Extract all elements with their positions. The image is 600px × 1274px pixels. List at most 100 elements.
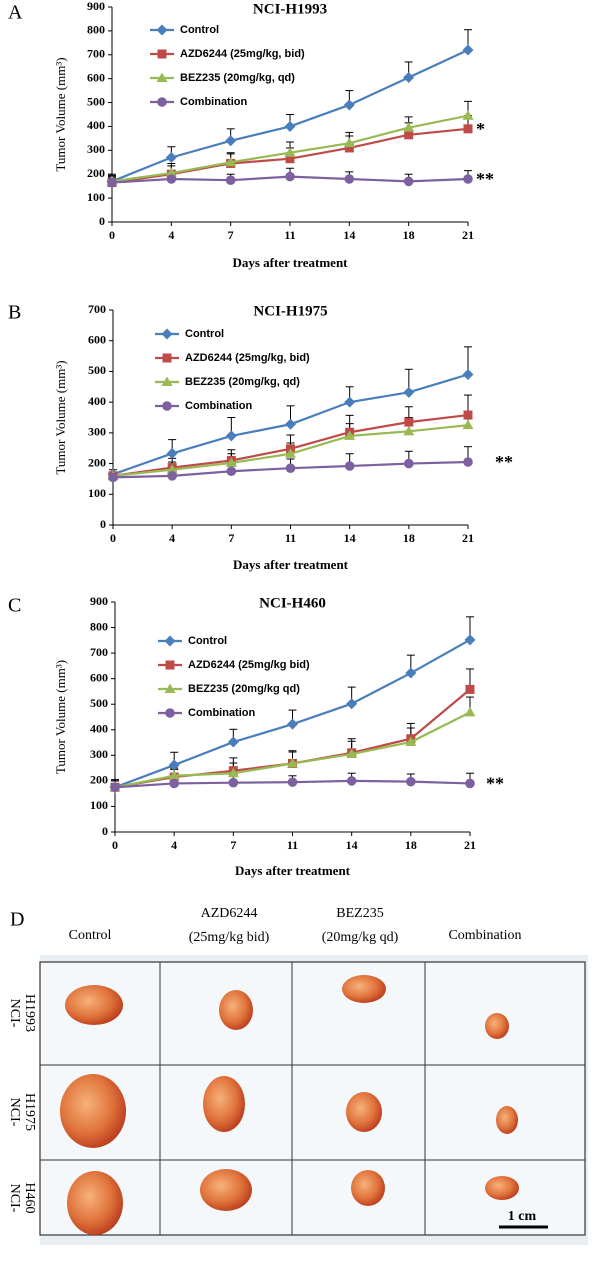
marker: [343, 137, 355, 148]
x-axis-label: Days after treatment: [232, 255, 348, 270]
tumor: [200, 1169, 252, 1211]
x-tick-label: 11: [284, 228, 295, 242]
legend-label: Control: [180, 24, 219, 36]
y-tick-label: 500: [88, 363, 106, 377]
legend-marker: [165, 708, 175, 718]
tumor: [485, 1176, 519, 1200]
tumor: [342, 975, 386, 1003]
y-axis-label: Tumor Volume (mm³): [53, 360, 68, 474]
row-label: NCI-: [7, 1098, 22, 1127]
marker: [403, 176, 414, 187]
y-tick-label: 300: [87, 142, 105, 156]
line-chart: C NCI-H460 Days after treatment Tumor Volum…: [8, 594, 504, 878]
chart-title: NCI-H1993: [253, 1, 327, 17]
marker: [285, 463, 296, 473]
marker: [110, 782, 120, 793]
column-header: Combination: [448, 928, 521, 943]
marker: [462, 419, 474, 430]
tumor: [203, 1076, 245, 1132]
y-tick-label: 200: [87, 166, 105, 180]
marker: [344, 143, 354, 153]
legend-label: Control: [185, 328, 224, 340]
tumor: [60, 1074, 126, 1148]
marker: [166, 174, 177, 184]
marker: [287, 777, 298, 787]
x-tick-label: 14: [343, 228, 355, 242]
x-tick-label: 7: [230, 838, 236, 852]
marker: [108, 472, 118, 483]
marker: [287, 758, 298, 768]
marker: [403, 71, 415, 83]
y-tick-label: 700: [87, 47, 105, 61]
y-tick-label: 600: [90, 670, 108, 684]
x-tick-label: 18: [403, 228, 415, 242]
legend-label: AZD6244 (25mg/kg bid): [188, 659, 310, 671]
y-tick-label: 700: [88, 302, 106, 316]
y-tick-label: 100: [90, 798, 108, 812]
x-tick-label: 0: [109, 228, 115, 242]
line-chart: B NCI-H1975 Days after treatment Tumor Volu…: [8, 302, 513, 572]
marker: [169, 778, 179, 789]
legend-marker: [156, 24, 168, 36]
x-axis-label: Days after treatment: [233, 557, 349, 572]
y-axis-label: Tumor Volume (mm³): [53, 57, 68, 171]
legend-label: Combination: [185, 400, 252, 412]
tumor: [351, 1170, 385, 1206]
y-tick-label: 800: [90, 619, 108, 633]
marker: [165, 167, 177, 178]
y-tick-label: 900: [90, 594, 108, 608]
row-label: H1975: [22, 1093, 37, 1131]
y-tick-label: 100: [88, 486, 106, 500]
legend-label: AZD6244 (25mg/kg, bid): [185, 352, 310, 364]
marker: [166, 447, 178, 459]
legend-label: BEZ235 (20mg/kg, qd): [185, 376, 300, 388]
panel-letter: C: [8, 595, 21, 617]
legend-marker: [162, 353, 172, 363]
marker: [462, 369, 474, 380]
marker: [168, 770, 180, 780]
marker: [405, 667, 417, 679]
scale-bar-label: 1 cm: [508, 1209, 537, 1224]
marker: [404, 130, 414, 140]
x-tick-label: 21: [464, 838, 476, 852]
line-chart: A NCI-H1993 Days after treatment Tumor Volu…: [8, 0, 494, 270]
y-tick-label: 400: [88, 394, 106, 408]
marker: [287, 718, 298, 730]
marker: [464, 706, 476, 717]
legend-label: BEZ235 (20mg/kg, qd): [180, 72, 295, 84]
y-tick-label: 800: [87, 23, 105, 37]
y-tick-label: 900: [87, 0, 105, 13]
column-header: (25mg/kg bid): [189, 930, 270, 945]
marker: [346, 698, 358, 710]
x-tick-label: 7: [228, 531, 234, 545]
panel-letter: B: [8, 302, 21, 324]
marker: [167, 471, 177, 481]
significance: **: [486, 774, 504, 794]
y-tick-label: 400: [87, 118, 105, 132]
row-label: NCI-: [7, 999, 22, 1028]
y-tick-label: 300: [90, 747, 108, 761]
significance: *: [476, 119, 485, 139]
x-tick-label: 4: [169, 531, 175, 545]
x-axis-label: Days after treatment: [235, 863, 351, 878]
marker: [404, 417, 414, 427]
legend-label: AZD6244 (25mg/kg, bid): [180, 48, 305, 60]
marker: [463, 124, 473, 134]
y-tick-label: 400: [90, 722, 108, 736]
legend-marker: [157, 49, 167, 59]
marker: [285, 448, 296, 458]
marker: [465, 684, 475, 694]
tumor-photo: 1 cm D: [10, 909, 588, 1245]
y-tick-label: 0: [102, 824, 108, 838]
legend-marker: [162, 401, 172, 411]
marker: [285, 171, 295, 182]
tumor: [65, 985, 123, 1025]
column-header: (20mg/kg qd): [322, 930, 399, 945]
y-tick-label: 200: [88, 455, 106, 469]
marker: [406, 776, 416, 787]
y-tick-label: 700: [90, 645, 108, 659]
x-tick-label: 4: [171, 838, 177, 852]
legend-label: Control: [188, 635, 227, 647]
tumor: [496, 1106, 518, 1134]
